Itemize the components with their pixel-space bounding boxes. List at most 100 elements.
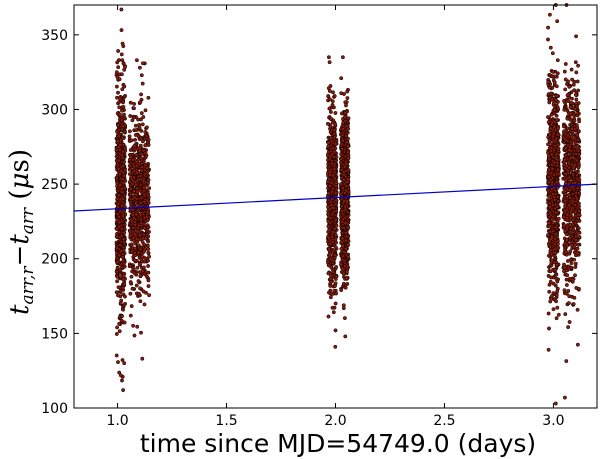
data-point [127,264,132,269]
data-point [334,265,339,269]
data-point [120,177,125,182]
data-point [341,271,346,276]
data-point [134,170,139,175]
data-point [328,280,333,285]
data-point [127,180,132,184]
data-point [554,316,559,321]
data-point [116,134,121,139]
data-point [342,115,347,120]
data-point [131,323,136,328]
data-point [115,212,120,217]
y-axis-title-mu: μ [5,173,35,190]
data-point [340,55,345,60]
data-point [123,301,128,306]
data-point [326,224,331,229]
data-point [332,132,337,136]
data-point [118,301,123,305]
data-point [327,60,332,65]
data-point [331,249,336,254]
data-point [332,94,337,98]
data-point [346,243,351,247]
data-point [328,84,333,88]
data-point [551,307,556,312]
y-axis-title-base: t [5,304,35,315]
data-point [331,310,336,315]
data-point [548,45,553,50]
data-point [138,100,143,105]
data-point [330,234,335,239]
data-point [339,160,343,165]
data-point [132,258,137,263]
data-point [129,304,134,309]
data-point [117,224,122,229]
data-point [137,149,142,154]
data-point [128,291,133,296]
point-cluster-5 [546,3,561,406]
data-point [118,289,123,294]
data-point [334,223,339,228]
data-point [346,150,351,155]
data-point [343,118,348,123]
data-point [341,306,346,311]
data-point [132,164,137,169]
data-point [547,221,552,225]
data-point [554,272,559,277]
data-point [331,146,336,151]
data-point [573,107,578,112]
data-point [134,272,139,277]
data-point [333,245,338,249]
data-point [130,219,135,224]
data-point [569,134,574,139]
data-point [575,342,580,347]
data-point [331,230,336,235]
data-point [344,103,348,108]
data-point [119,318,124,323]
data-point [327,247,332,252]
data-point [122,361,127,366]
data-point [346,144,350,149]
data-point [549,187,554,192]
data-point [134,212,139,217]
data-point [140,139,145,144]
data-point [132,101,137,106]
data-point [575,138,580,142]
data-point [567,84,572,89]
data-point [327,106,332,111]
data-point [129,274,134,279]
data-point [346,255,350,260]
data-point [562,265,567,270]
data-point [137,262,142,267]
data-point [344,234,349,239]
data-point [115,279,120,284]
data-point [326,140,331,145]
data-point [146,137,151,142]
data-point [327,251,332,256]
data-point [141,289,146,294]
data-point [339,204,344,209]
data-point [134,58,139,63]
data-point [553,225,558,230]
data-point [548,248,553,253]
data-point [330,305,335,310]
data-point [117,112,122,117]
data-point [567,145,572,149]
data-point [344,199,349,204]
data-point [549,258,554,263]
data-point [118,267,123,272]
data-point [547,194,552,199]
data-point [114,269,119,274]
data-point [145,192,150,197]
data-point [552,80,557,85]
data-point [326,229,331,234]
data-point [140,356,145,361]
data-point [146,180,150,185]
data-point [569,112,573,117]
data-point [550,180,555,185]
data-point [563,192,568,196]
data-point [573,180,578,185]
data-point [550,134,555,139]
data-point [341,186,345,190]
data-point [331,270,336,275]
data-point [115,325,120,330]
data-point [122,222,127,227]
